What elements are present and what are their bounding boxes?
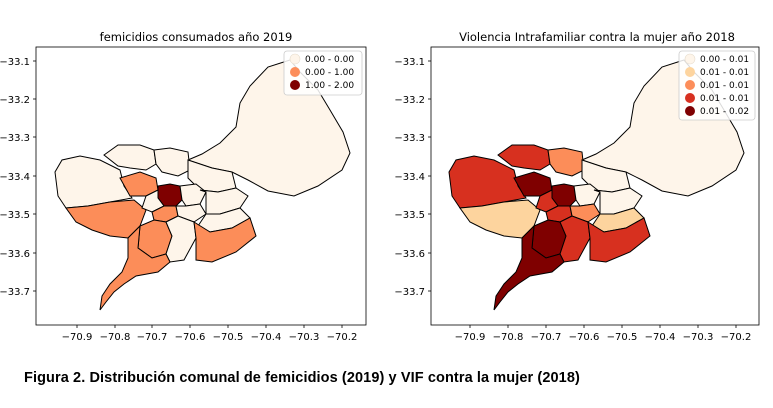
right-legend-label: 0.01 - 0.01 bbox=[700, 94, 749, 104]
left-x-tick: −70.5 bbox=[213, 332, 244, 343]
left-legend-swatch-0 bbox=[289, 53, 301, 65]
right-x-tick: −70.5 bbox=[607, 332, 638, 343]
left-x-tick: −70.2 bbox=[327, 332, 358, 343]
left-map-panel: femicidios consumados año 2019 bbox=[35, 30, 367, 326]
right-commune-southwest-long bbox=[493, 224, 565, 311]
right-y-tick: −33.5 bbox=[394, 210, 425, 221]
left-y-tick: −33.1 bbox=[0, 57, 30, 68]
left-legend-swatch-1 bbox=[290, 67, 300, 77]
right-y-tick: −33.3 bbox=[394, 133, 425, 144]
right-legend-label: 0.01 - 0.01 bbox=[700, 68, 749, 78]
right-x-tick: −70.6 bbox=[569, 332, 600, 343]
right-legend-swatch-0 bbox=[684, 53, 696, 65]
right-legend-swatch-2 bbox=[685, 80, 695, 90]
right-commune-south-b bbox=[559, 215, 591, 263]
right-x-tick: −70.3 bbox=[683, 332, 714, 343]
right-legend-swatch-4 bbox=[685, 106, 695, 116]
right-legend-label: 0.01 - 0.01 bbox=[700, 81, 749, 91]
left-map-title: femicidios consumados año 2019 bbox=[100, 30, 293, 44]
right-x-tick: −70.7 bbox=[531, 332, 562, 343]
left-legend-swatch-2 bbox=[290, 80, 300, 90]
right-y-tick: −33.6 bbox=[394, 249, 425, 260]
left-x-tick: −70.8 bbox=[100, 332, 131, 343]
right-x-tick: −70.2 bbox=[721, 332, 752, 343]
right-legend-swatch-1 bbox=[685, 67, 695, 77]
left-x-tick: −70.9 bbox=[62, 332, 93, 343]
left-x-tick: −70.3 bbox=[289, 332, 320, 343]
left-x-axis: −70.9 −70.8 −70.7 −70.6 −70.5 −70.4 −70.… bbox=[62, 325, 358, 343]
right-x-tick: −70.4 bbox=[645, 332, 676, 343]
left-commune-south-b bbox=[165, 215, 197, 263]
right-legend-label: 0.01 - 0.02 bbox=[700, 107, 749, 117]
left-x-tick: −70.4 bbox=[251, 332, 282, 343]
right-legend-swatch-3 bbox=[685, 93, 695, 103]
right-y-tick: −33.1 bbox=[394, 57, 425, 68]
figure-caption: Figura 2. Distribución comunal de femici… bbox=[24, 370, 580, 386]
left-legend-label: 1.00 - 2.00 bbox=[305, 81, 354, 91]
left-y-tick: −33.6 bbox=[0, 249, 30, 260]
left-x-tick: −70.7 bbox=[137, 332, 168, 343]
left-y-tick: −33.4 bbox=[0, 172, 30, 183]
left-legend: 0.00 - 0.00 0.00 - 1.00 1.00 - 2.00 bbox=[283, 50, 363, 96]
left-commune-southwest-long bbox=[99, 224, 171, 311]
right-commune-south-c bbox=[587, 217, 651, 263]
left-x-tick: −70.6 bbox=[175, 332, 206, 343]
left-y-tick: −33.3 bbox=[0, 133, 30, 144]
left-y-tick: −33.7 bbox=[0, 287, 30, 298]
left-commune-south-c bbox=[193, 217, 257, 263]
right-legend: 0.00 - 0.01 0.01 - 0.01 0.01 - 0.01 0.01… bbox=[678, 50, 756, 121]
right-x-tick: −70.8 bbox=[493, 332, 524, 343]
left-legend-label: 0.00 - 1.00 bbox=[305, 68, 354, 78]
right-commune-north bbox=[547, 147, 585, 177]
right-x-axis: −70.9 −70.8 −70.7 −70.6 −70.5 −70.4 −70.… bbox=[455, 325, 752, 343]
left-y-axis: −33.1 −33.2 −33.3 −33.4 −33.5 −33.6 −33.… bbox=[0, 57, 36, 298]
left-y-tick: −33.2 bbox=[0, 95, 30, 106]
left-legend-label: 0.00 - 0.00 bbox=[305, 55, 354, 65]
right-x-tick: −70.9 bbox=[455, 332, 486, 343]
right-map-title: Violencia Intrafamiliar contra la mujer … bbox=[459, 30, 735, 44]
left-commune-north bbox=[153, 147, 191, 177]
right-y-tick: −33.4 bbox=[394, 172, 425, 183]
left-y-tick: −33.5 bbox=[0, 210, 30, 221]
right-y-axis: −33.1 −33.2 −33.3 −33.4 −33.5 −33.6 −33.… bbox=[394, 57, 431, 298]
right-y-tick: −33.7 bbox=[394, 287, 425, 298]
right-y-tick: −33.2 bbox=[394, 95, 425, 106]
right-legend-label: 0.00 - 0.01 bbox=[700, 55, 749, 65]
